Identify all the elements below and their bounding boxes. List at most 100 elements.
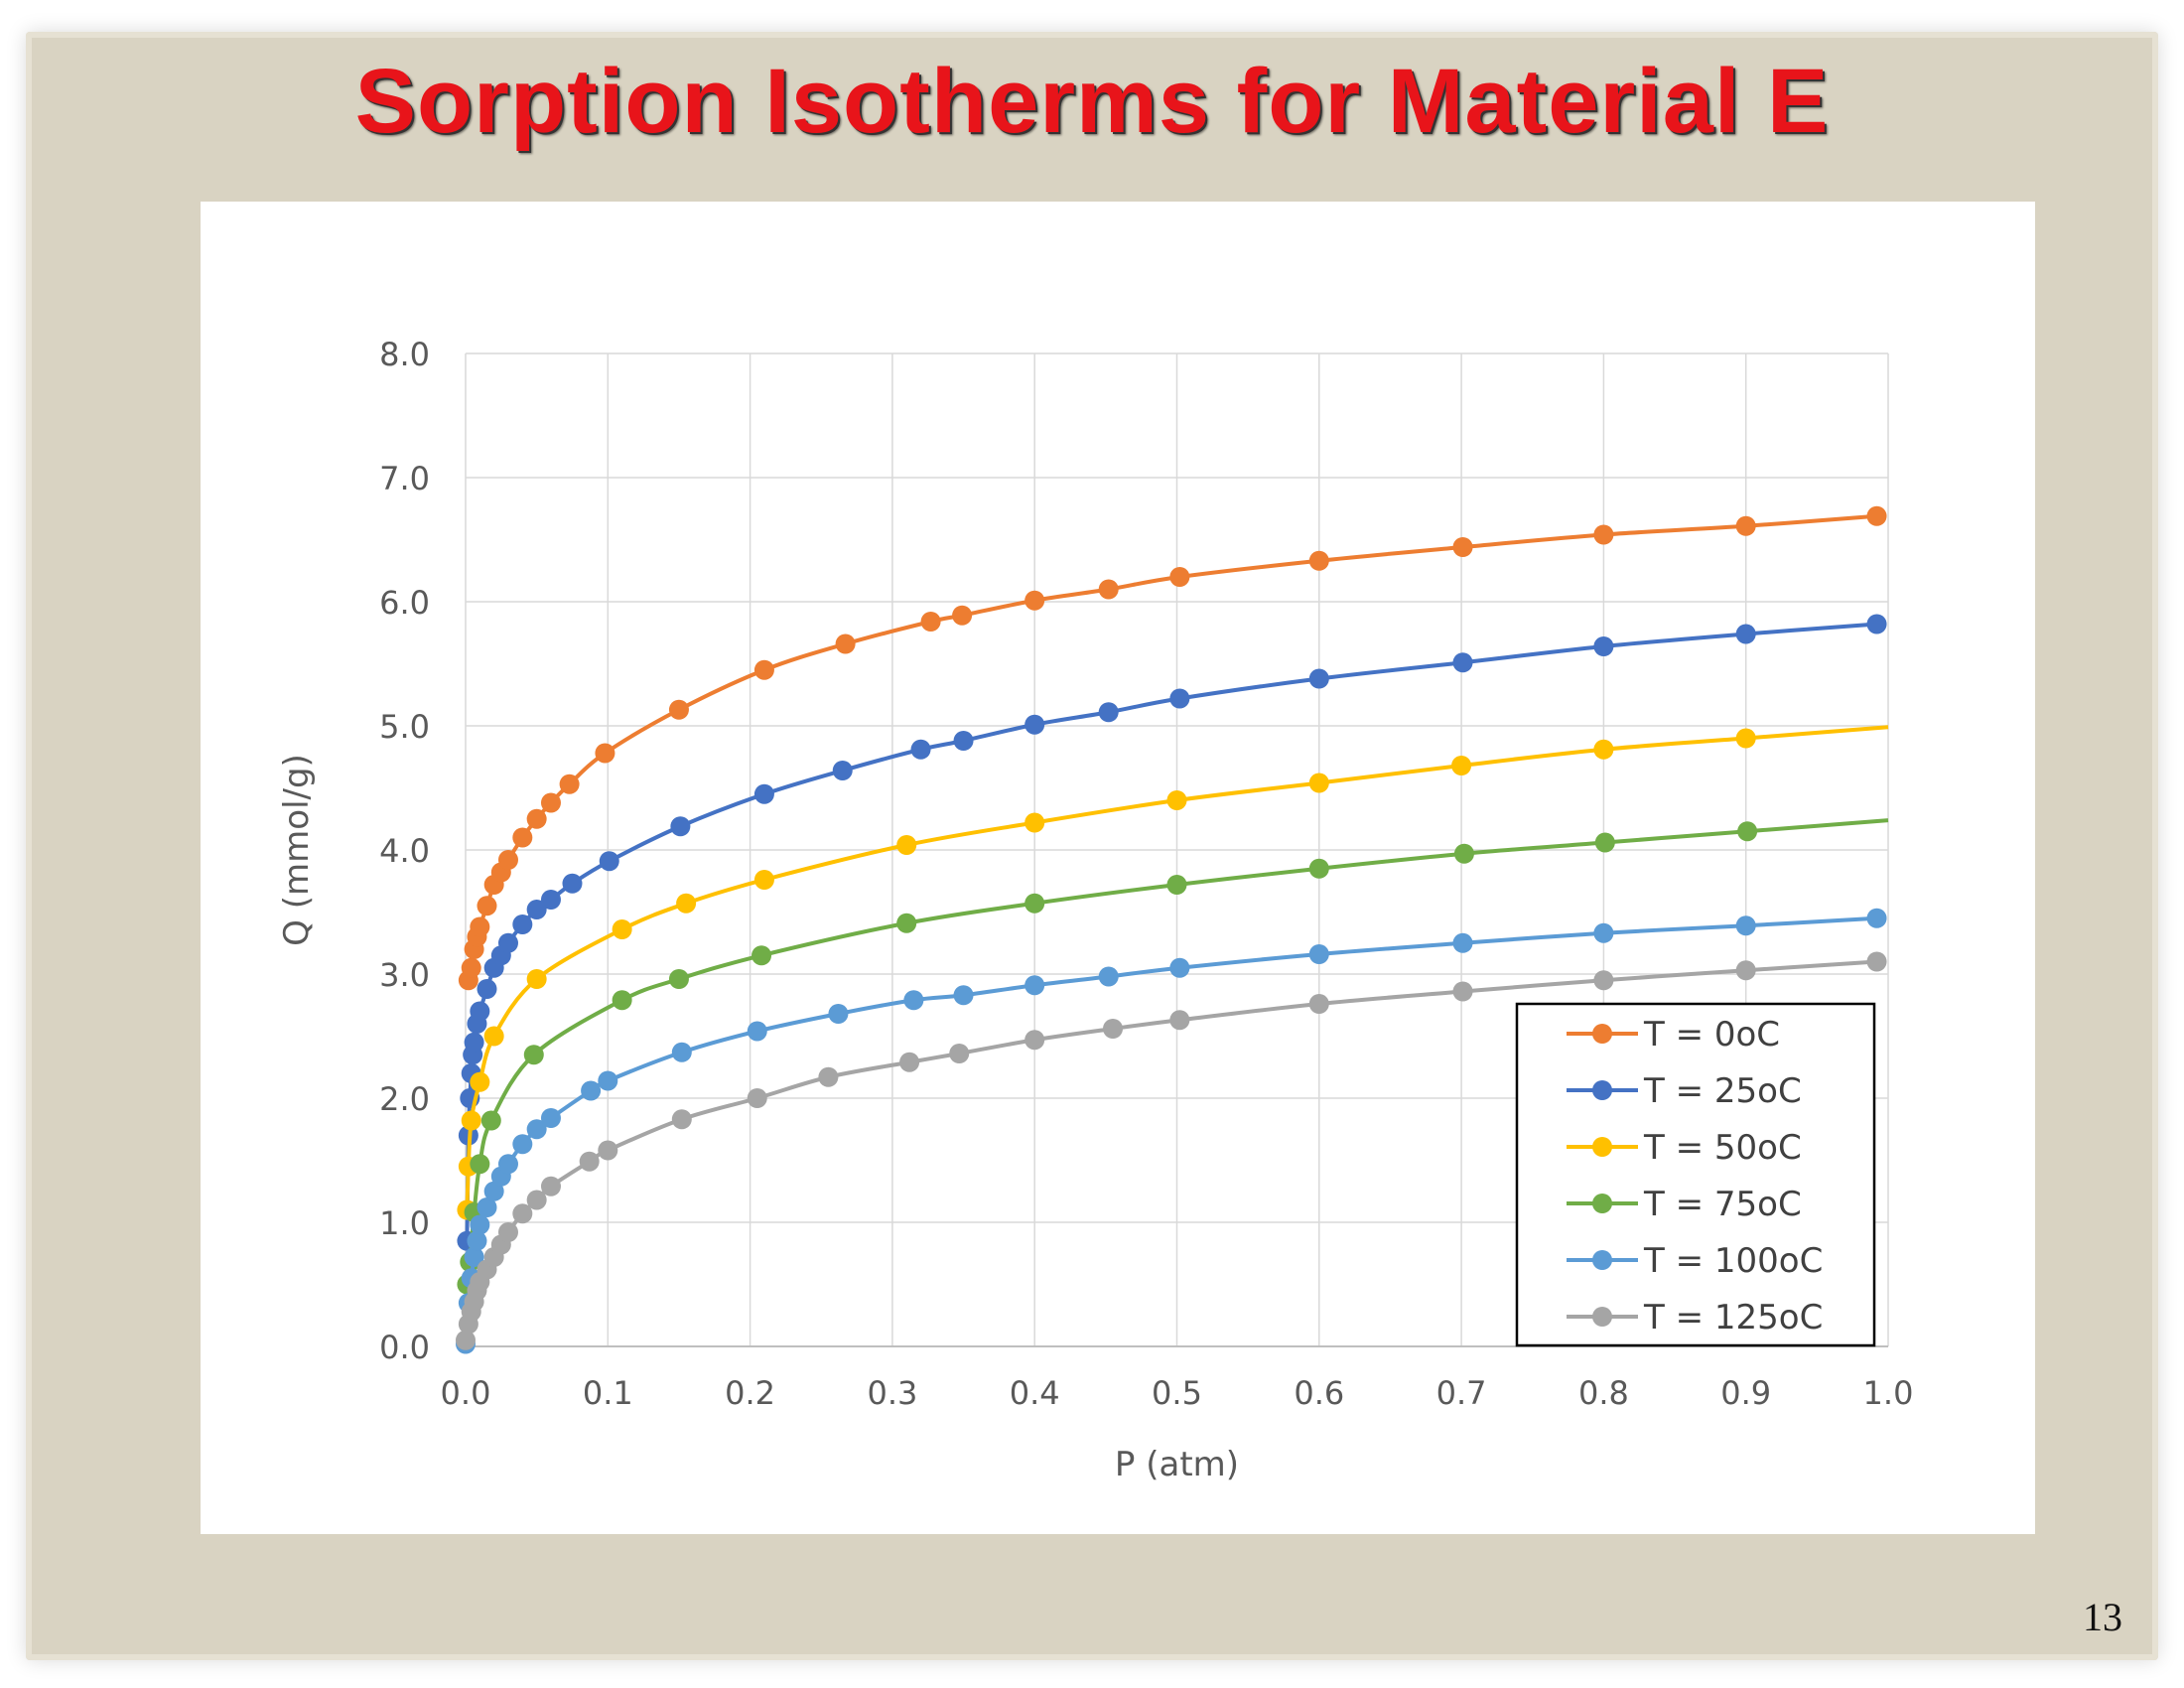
data-point xyxy=(668,969,689,989)
x-tick-label: 0.7 xyxy=(1436,1374,1487,1412)
legend-item: T = 50oC xyxy=(1567,1128,1802,1168)
data-point xyxy=(920,612,941,632)
y-tick-label: 2.0 xyxy=(379,1080,430,1118)
legend-marker xyxy=(1592,1307,1612,1327)
x-tick-label: 0.2 xyxy=(725,1374,775,1412)
data-point xyxy=(1452,537,1473,557)
x-tick-label: 0.1 xyxy=(583,1374,633,1412)
x-axis-label: P (atm) xyxy=(1115,1445,1239,1484)
data-point xyxy=(1024,590,1045,611)
data-point xyxy=(1308,858,1329,879)
series-6 xyxy=(456,951,1887,1350)
data-point xyxy=(1169,688,1190,709)
data-point xyxy=(1866,505,1887,526)
data-point xyxy=(903,990,924,1011)
data-point xyxy=(910,739,931,760)
data-point xyxy=(1308,994,1329,1014)
legend-label: T = 25oC xyxy=(1643,1071,1802,1111)
series-1 xyxy=(458,505,1887,991)
data-point xyxy=(1594,832,1615,853)
y-tick-label: 4.0 xyxy=(379,832,430,870)
series-layer xyxy=(456,505,1889,1354)
data-point xyxy=(526,1119,547,1140)
data-point xyxy=(828,1004,849,1024)
data-point xyxy=(483,1181,504,1201)
data-point xyxy=(526,1190,547,1210)
data-point xyxy=(526,808,547,829)
axes: 0.0 0.1 0.2 0.3 0.4 0.5 0.6 0.7 0.8 0.9 1.0 0.0 1.0 2… xyxy=(379,336,1913,1412)
y-tick-label: 1.0 xyxy=(379,1204,430,1242)
legend-label: T = 0oC xyxy=(1643,1015,1780,1055)
data-point xyxy=(599,851,619,872)
data-point xyxy=(526,900,547,919)
data-point xyxy=(670,816,691,837)
data-point xyxy=(559,774,580,794)
legend-item: T = 0oC xyxy=(1567,1015,1780,1055)
data-point xyxy=(540,792,561,813)
x-tick-label: 1.0 xyxy=(1863,1374,1914,1412)
data-point xyxy=(818,1066,839,1087)
page-number: 13 xyxy=(2083,1595,2122,1639)
data-point xyxy=(1024,893,1045,914)
data-point xyxy=(540,1108,561,1128)
slide-title: Sorption Isotherms for Material E xyxy=(354,51,1830,152)
data-point xyxy=(477,1197,497,1217)
data-point xyxy=(1166,875,1187,895)
data-point xyxy=(477,896,497,916)
legend: T = 0oC T = 25oC T = 50oC T = 75oC T = 100oC… xyxy=(1515,1002,1876,1347)
data-point xyxy=(676,893,697,914)
legend-label: T = 125oC xyxy=(1643,1298,1823,1337)
data-point xyxy=(512,827,533,848)
data-point xyxy=(512,914,533,934)
data-point xyxy=(1453,843,1474,864)
data-point xyxy=(470,1071,490,1092)
data-point xyxy=(1169,567,1190,587)
data-point xyxy=(497,1222,518,1242)
data-point xyxy=(480,1110,501,1131)
x-tick-label: 0.3 xyxy=(867,1374,917,1412)
data-point xyxy=(464,1032,484,1053)
legend-label: T = 100oC xyxy=(1643,1241,1823,1281)
data-point xyxy=(1452,981,1473,1002)
data-point xyxy=(461,1110,481,1131)
data-point xyxy=(953,985,974,1006)
data-point xyxy=(1103,1019,1124,1039)
y-tick-label: 7.0 xyxy=(379,460,430,497)
data-point xyxy=(598,1070,618,1091)
data-point xyxy=(497,850,518,870)
data-point xyxy=(953,731,974,751)
data-point xyxy=(1308,773,1329,793)
data-point xyxy=(1024,975,1045,996)
y-axis-label: Q (mmol/g) xyxy=(277,754,317,946)
x-tick-label: 0.9 xyxy=(1720,1374,1771,1412)
data-point xyxy=(1098,966,1119,987)
data-point xyxy=(1098,702,1119,723)
data-point xyxy=(579,1151,600,1172)
data-point xyxy=(512,1203,533,1224)
series-5 xyxy=(456,908,1887,1354)
legend-marker xyxy=(1592,1137,1612,1157)
legend-marker xyxy=(1592,1194,1612,1213)
data-point xyxy=(1593,970,1614,991)
data-point xyxy=(1024,714,1045,735)
x-tick-label: 0.0 xyxy=(441,1374,491,1412)
data-point xyxy=(835,633,856,654)
data-point xyxy=(668,699,689,720)
chart-panel: 0.0 0.1 0.2 0.3 0.4 0.5 0.6 0.7 0.8 0.9 1.0 0.0 1.0 2… xyxy=(201,202,2035,1534)
series-2 xyxy=(457,614,1887,1251)
series-4 xyxy=(457,818,1889,1295)
data-point xyxy=(952,605,973,626)
data-point xyxy=(497,1154,518,1175)
data-point xyxy=(612,919,632,939)
data-point xyxy=(1169,1010,1190,1031)
legend-marker xyxy=(1592,1080,1612,1100)
data-point xyxy=(1735,915,1756,936)
legend-label: T = 75oC xyxy=(1643,1185,1802,1224)
data-point xyxy=(1593,922,1614,943)
data-point xyxy=(470,1214,490,1235)
data-point xyxy=(896,835,917,855)
y-tick-label: 3.0 xyxy=(379,956,430,994)
data-point xyxy=(540,890,561,910)
data-point xyxy=(1593,524,1614,545)
legend-marker xyxy=(1592,1250,1612,1270)
